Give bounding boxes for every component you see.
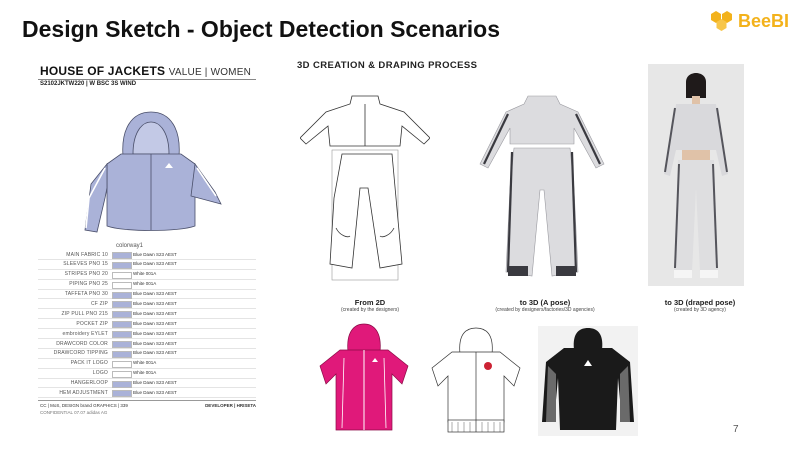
tech-pack-segment: VALUE | WOMEN <box>168 67 252 78</box>
row-label: POCKET ZIP <box>76 320 108 327</box>
row-label: DRAWCORD COLOR <box>56 340 108 347</box>
colorway-row: CF ZIP Blue Dawn S23 AEST <box>38 299 256 310</box>
step-caption-draped: to 3D (draped pose) (created by 3D agenc… <box>652 298 748 313</box>
row-label: embroidery EYLET <box>62 330 108 337</box>
row-value: Blue Dawn S23 AEST <box>133 389 177 395</box>
step-caption-a-pose: to 3D (A pose) (created by designers/fac… <box>480 298 610 313</box>
row-value: Blue Dawn S23 AEST <box>133 330 177 336</box>
colorway-table: MAIN FABRIC 10 Blue Dawn S23 AEST SLEEVES … <box>38 250 256 399</box>
row-value: Blue Dawn S23 AEST <box>133 291 177 297</box>
color-swatch <box>112 311 132 319</box>
colorway-row: POCKET ZIP Blue Dawn S23 AEST <box>38 319 256 330</box>
row-value: Blue Dawn S23 AEST <box>133 251 177 257</box>
step-sub: (created by 3D agency) <box>674 307 726 313</box>
row-label: CF ZIP <box>90 300 108 307</box>
slide-title: Design Sketch - Object Detection Scenari… <box>22 16 501 42</box>
white-hoodie-sketch <box>431 327 521 433</box>
color-swatch <box>112 331 132 339</box>
3d-a-pose-tracksuit <box>479 95 605 277</box>
row-label: SLEEVES PNO 15 <box>63 261 108 268</box>
colorway-row: PIPING PNO 25 White 001A <box>38 280 256 290</box>
row-label: PACK IT LOGO <box>70 360 108 367</box>
tech-pack-footer: CC | MoS, DESIGN brand GRAPHICS | 339 DE… <box>38 400 256 415</box>
colorway-row: DRAWCORD COLOR Blue Dawn S23 AEST <box>38 339 256 349</box>
black-hoodie-image <box>542 328 634 430</box>
tech-pack-style-code: S2102JKTW220 | W BSC 3S WIND <box>40 81 137 87</box>
row-value: Blue Dawn S23 AEST <box>133 380 177 386</box>
logo-text: BeeBI <box>738 10 790 31</box>
row-value: White 001A <box>133 281 157 287</box>
colorway-label: colorway1 <box>116 243 144 249</box>
row-label: PIPING PNO 25 <box>69 281 108 288</box>
process-title: 3D CREATION & DRAPING PROCESS <box>297 60 478 71</box>
row-value: Blue Dawn S23 AEST <box>133 320 177 326</box>
step-caption-2d: From 2D (created by the designers) <box>325 298 415 313</box>
row-value: Blue Dawn S23 AEST <box>133 350 177 356</box>
color-swatch <box>112 321 132 329</box>
row-value: White 001A <box>133 360 157 366</box>
page-number: 7 <box>733 424 739 435</box>
colorway-row: STRIPES PNO 20 White 001A <box>38 270 256 280</box>
colorway-row: LOGO White 001A <box>38 369 256 379</box>
tech-pack-brand: HOUSE OF JACKETS <box>40 64 166 78</box>
colorway-row: HEM ADJUSTMENT Blue Dawn S23 AEST <box>38 388 256 399</box>
color-swatch <box>112 390 132 398</box>
row-label: HEM ADJUSTMENT <box>59 389 108 396</box>
colorway-row: DRAWCORD TIPPING Blue Dawn S23 AEST <box>38 349 256 359</box>
colorway-row: embroidery EYLET Blue Dawn S23 AEST <box>38 329 256 340</box>
color-swatch <box>112 301 132 309</box>
color-swatch <box>112 281 132 289</box>
color-swatch <box>112 252 132 259</box>
colorway-row: ZIP PULL PNO 215 Blue Dawn S23 AEST <box>38 309 256 320</box>
color-swatch <box>112 360 132 368</box>
row-value: White 001A <box>133 370 157 376</box>
step-label: to 3D (A pose) <box>519 298 571 307</box>
footer-left: CC | MoS, DESIGN brand GRAPHICS | 339 <box>40 403 128 408</box>
logo: BeeBI <box>710 10 789 32</box>
color-swatch <box>112 261 132 269</box>
row-label: STRIPES PNO 20 <box>64 271 108 278</box>
2d-tracksuit-sketch <box>300 95 430 281</box>
color-swatch <box>112 380 132 388</box>
row-label: HANGERLOOP <box>70 380 108 387</box>
colorway-row: HANGERLOOP Blue Dawn S23 AEST <box>38 379 256 389</box>
color-swatch <box>112 350 132 358</box>
model-figure <box>664 73 728 278</box>
row-value: Blue Dawn S23 AEST <box>133 300 177 306</box>
color-swatch <box>112 271 132 279</box>
colorway-row: TAFFETA PNO 30 Blue Dawn S23 AEST <box>38 290 256 300</box>
colorway-row: SLEEVES PNO 15 Blue Dawn S23 AEST <box>38 260 256 270</box>
header-divider <box>38 79 256 80</box>
magenta-hoodie-sketch <box>319 323 409 431</box>
footer-confidential: CONFIDENTIAL 07.07 adidas AG <box>40 410 108 415</box>
color-swatch <box>112 341 132 349</box>
step-label: to 3D (draped pose) <box>664 298 736 307</box>
row-label: TAFFETA PNO 30 <box>64 291 108 298</box>
draped-pose-photo <box>648 64 744 286</box>
row-label: DRAWCORD TIPPING <box>53 350 108 357</box>
row-value: Blue Dawn S23 AEST <box>133 340 177 346</box>
row-value: White 001A <box>133 271 157 277</box>
color-swatch <box>112 370 132 378</box>
row-label: MAIN FABRIC 10 <box>66 251 108 258</box>
lavender-jacket-sketch <box>84 111 222 233</box>
colorway-row: PACK IT LOGO White 001A <box>38 359 256 369</box>
row-value: Blue Dawn S23 AEST <box>133 261 177 267</box>
step-sub: (created by designers/factories/3D agenc… <box>495 307 595 313</box>
row-label: ZIP PULL PNO 215 <box>61 310 108 317</box>
step-sub: (created by the designers) <box>340 307 400 313</box>
color-swatch <box>112 291 132 299</box>
tech-pack-header: HOUSE OF JACKETS VALUE | WOMEN <box>40 64 251 78</box>
row-value: Blue Dawn S23 AEST <box>133 310 177 316</box>
row-label: LOGO <box>92 370 108 377</box>
bee-logo-icon <box>711 11 732 31</box>
step-label: From 2D <box>354 298 386 307</box>
footer-right: DEVELOPER | HRISETA <box>205 403 256 408</box>
black-hoodie-photo <box>538 326 638 436</box>
colorway-row: MAIN FABRIC 10 Blue Dawn S23 AEST <box>38 250 256 260</box>
tech-pack-sheet: HOUSE OF JACKETS VALUE | WOMEN S2102JKTW… <box>38 64 258 415</box>
